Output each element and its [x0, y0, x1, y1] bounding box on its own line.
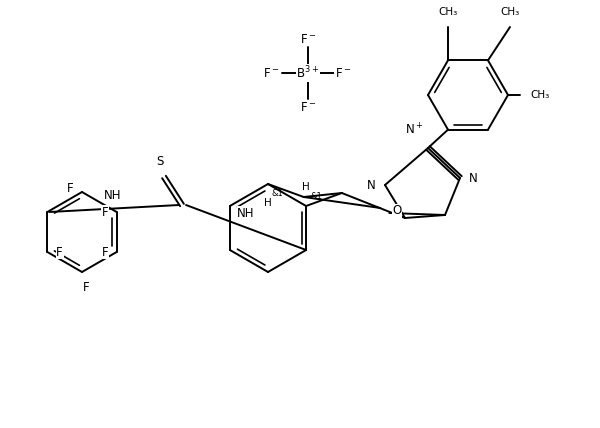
Text: F$^-$: F$^-$ [300, 33, 316, 45]
Text: NH: NH [238, 206, 255, 220]
Text: &1: &1 [272, 189, 284, 198]
Text: H: H [302, 182, 310, 192]
Text: F: F [83, 281, 89, 294]
Text: CH₃: CH₃ [439, 7, 458, 17]
Text: B$^{3+}$: B$^{3+}$ [296, 65, 320, 81]
Text: F: F [102, 246, 109, 259]
Text: F$^-$: F$^-$ [300, 101, 316, 113]
Text: F$^-$: F$^-$ [335, 66, 351, 80]
Text: S: S [157, 155, 164, 168]
Text: CH₃: CH₃ [500, 7, 520, 17]
Text: NH: NH [104, 188, 121, 202]
Text: F$^-$: F$^-$ [263, 66, 279, 80]
Text: N: N [367, 178, 376, 191]
Text: F: F [56, 246, 63, 259]
Text: F: F [67, 181, 74, 194]
Text: F: F [102, 205, 109, 219]
Text: CH₃: CH₃ [530, 90, 549, 100]
Text: N$^+$: N$^+$ [406, 123, 424, 138]
Text: &1: &1 [310, 192, 322, 201]
Text: H: H [264, 198, 272, 208]
Text: N: N [469, 172, 478, 184]
Text: O: O [392, 205, 401, 217]
